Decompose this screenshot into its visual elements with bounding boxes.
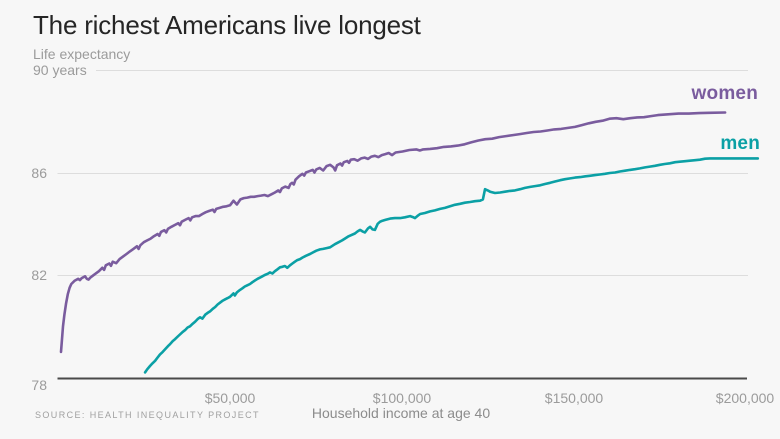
x-tick-label-50000: $50,000	[204, 390, 256, 406]
y-axis-unit-label: Life expectancy	[33, 46, 131, 62]
chart-title: The richest Americans live longest	[33, 10, 421, 40]
y-tick-label-90: 90 years	[33, 62, 87, 78]
x-tick-label-200000: $200,000	[715, 390, 775, 406]
x-tick-label-150000: $150,000	[544, 390, 604, 406]
series-line-men	[143, 157, 760, 374]
y-tick-label-82: 82	[31, 267, 47, 283]
y-tick-label-86: 86	[31, 165, 47, 181]
x-axis-title: Household income at age 40	[311, 405, 491, 421]
series-line-women	[59, 111, 727, 354]
x-tick-label-100000: $100,000	[372, 390, 432, 406]
series-label-women: women	[691, 83, 758, 104]
y-tick-label-78: 78	[31, 377, 47, 393]
series-label-men: men	[720, 133, 760, 154]
source-note: SOURCE: HEALTH INEQUALITY PROJECT	[35, 410, 260, 420]
